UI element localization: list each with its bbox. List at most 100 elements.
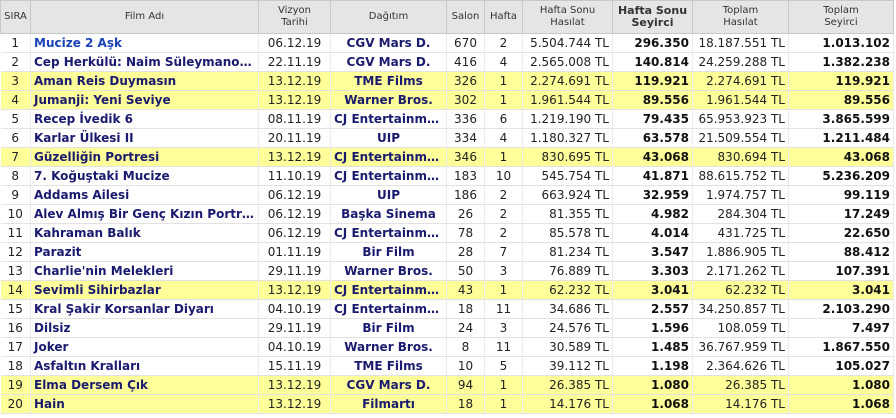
distributor-link[interactable]: CJ Entertainment — [330, 166, 447, 186]
total-admissions-cell: 3.041 — [788, 280, 894, 300]
distributor-link[interactable]: Warner Bros. — [330, 337, 447, 357]
film-title-link[interactable]: Asfaltın Kralları — [30, 356, 259, 376]
total-admissions-cell: 1.013.102 — [788, 33, 894, 53]
total-admissions-cell: 17.249 — [788, 204, 894, 224]
distributor-link[interactable]: Başka Sinema — [330, 204, 447, 224]
distributor-link[interactable]: CJ Entertainment — [330, 109, 447, 129]
header-total-gross[interactable]: Toplam Hasılat — [692, 0, 789, 34]
total-admissions-cell: 89.556 — [788, 90, 894, 110]
film-title-link[interactable]: Sevimli Sihirbazlar — [30, 280, 259, 300]
weekend-gross-cell: 34.686 TL — [522, 299, 613, 319]
film-title-link[interactable]: Mucize 2 Aşk — [30, 33, 259, 53]
distributor-link[interactable]: CJ Entertainment — [330, 280, 447, 300]
release-date-cell: 13.12.19 — [258, 375, 331, 395]
distributor-link[interactable]: Warner Bros. — [330, 261, 447, 281]
header-title[interactable]: Film Adı — [30, 0, 259, 34]
table-row: 4 Jumanji: Yeni Seviye 13.12.19 Warner Bros… — [0, 90, 894, 110]
film-title-link[interactable]: Kral Şakir Korsanlar Diyarı — [30, 299, 259, 319]
table-row: 5 Recep İvedik 6 08.11.19 CJ Entertainment 3… — [0, 109, 894, 129]
distributor-link[interactable]: CJ Entertainment — [330, 147, 447, 167]
weekend-admissions-cell: 2.557 — [612, 299, 693, 319]
total-admissions-cell: 1.867.550 — [788, 337, 894, 357]
film-title-link[interactable]: Alev Almış Bir Genç Kızın Portresi — [30, 204, 259, 224]
header-week[interactable]: Hafta — [484, 0, 523, 34]
week-cell: 1 — [484, 147, 523, 167]
total-gross-cell: 26.385 TL — [692, 375, 789, 395]
film-title-link[interactable]: Parazit — [30, 242, 259, 262]
header-weekend-admissions[interactable]: Hafta Sonu Seyirci — [612, 0, 693, 34]
table-row: 2 Cep Herkülü: Naim Süleymanoğlu 22.11.19 C… — [0, 52, 894, 72]
distributor-link[interactable]: TME Films — [330, 71, 447, 91]
film-title-link[interactable]: 7. Koğuştaki Mucize — [30, 166, 259, 186]
header-distributor[interactable]: Dağıtım — [330, 0, 447, 34]
film-title-link[interactable]: Güzelliğin Portresi — [30, 147, 259, 167]
distributor-link[interactable]: CJ Entertainment — [330, 299, 447, 319]
total-gross-cell: 431.725 TL — [692, 223, 789, 243]
release-date-cell: 15.11.19 — [258, 356, 331, 376]
week-cell: 7 — [484, 242, 523, 262]
total-gross-cell: 1.974.757 TL — [692, 185, 789, 205]
week-cell: 11 — [484, 337, 523, 357]
table-row: 20 Hain 13.12.19 Filmartı 18 1 14.176 TL 1.068 1… — [0, 394, 894, 414]
film-title-link[interactable]: Addams Ailesi — [30, 185, 259, 205]
film-title-link[interactable]: Karlar Ülkesi II — [30, 128, 259, 148]
screens-cell: 186 — [446, 185, 485, 205]
release-date-cell: 29.11.19 — [258, 318, 331, 338]
header-rank[interactable]: SIRA — [0, 0, 31, 34]
weekend-admissions-cell: 4.014 — [612, 223, 693, 243]
distributor-link[interactable]: CGV Mars D. — [330, 52, 447, 72]
film-title-link[interactable]: Kahraman Balık — [30, 223, 259, 243]
film-title-link[interactable]: Charlie'nin Melekleri — [30, 261, 259, 281]
distributor-link[interactable]: CJ Entertainment — [330, 223, 447, 243]
total-gross-cell: 34.250.857 TL — [692, 299, 789, 319]
distributor-link[interactable]: Bir Film — [330, 318, 447, 338]
header-weekend-gross[interactable]: Hafta Sonu Hasılat — [522, 0, 613, 34]
weekend-admissions-cell: 1.080 — [612, 375, 693, 395]
film-title-link[interactable]: Joker — [30, 337, 259, 357]
film-title-link[interactable]: Hain — [30, 394, 259, 414]
weekend-admissions-cell: 4.982 — [612, 204, 693, 224]
weekend-gross-cell: 24.576 TL — [522, 318, 613, 338]
distributor-link[interactable]: Filmartı — [330, 394, 447, 414]
weekend-gross-cell: 81.355 TL — [522, 204, 613, 224]
distributor-link[interactable]: CGV Mars D. — [330, 33, 447, 53]
rank-cell: 13 — [0, 261, 31, 281]
release-date-cell: 13.12.19 — [258, 147, 331, 167]
film-title-link[interactable]: Dilsiz — [30, 318, 259, 338]
weekend-admissions-cell: 119.921 — [612, 71, 693, 91]
table-row: 19 Elma Dersem Çık 13.12.19 CGV Mars D. 94 1 2… — [0, 375, 894, 395]
total-gross-cell: 830.694 TL — [692, 147, 789, 167]
weekend-admissions-cell: 140.814 — [612, 52, 693, 72]
film-title-link[interactable]: Cep Herkülü: Naim Süleymanoğlu — [30, 52, 259, 72]
header-release-date[interactable]: Vizyon Tarihi — [258, 0, 331, 34]
header-screens[interactable]: Salon — [446, 0, 485, 34]
weekend-gross-cell: 830.695 TL — [522, 147, 613, 167]
total-gross-cell: 1.961.544 TL — [692, 90, 789, 110]
total-admissions-cell: 99.119 — [788, 185, 894, 205]
distributor-link[interactable]: Warner Bros. — [330, 90, 447, 110]
distributor-link[interactable]: CGV Mars D. — [330, 375, 447, 395]
weekend-admissions-cell: 41.871 — [612, 166, 693, 186]
release-date-cell: 13.12.19 — [258, 71, 331, 91]
rank-cell: 6 — [0, 128, 31, 148]
total-admissions-cell: 1.068 — [788, 394, 894, 414]
distributor-link[interactable]: TME Films — [330, 356, 447, 376]
header-total-admissions[interactable]: Toplam Seyirci — [788, 0, 894, 34]
week-cell: 1 — [484, 90, 523, 110]
film-title-link[interactable]: Jumanji: Yeni Seviye — [30, 90, 259, 110]
weekend-admissions-cell: 1.068 — [612, 394, 693, 414]
film-title-link[interactable]: Recep İvedik 6 — [30, 109, 259, 129]
total-admissions-cell: 5.236.209 — [788, 166, 894, 186]
week-cell: 11 — [484, 299, 523, 319]
distributor-link[interactable]: UIP — [330, 128, 447, 148]
total-admissions-cell: 119.921 — [788, 71, 894, 91]
film-title-link[interactable]: Elma Dersem Çık — [30, 375, 259, 395]
film-title-link[interactable]: Aman Reis Duymasın — [30, 71, 259, 91]
screens-cell: 94 — [446, 375, 485, 395]
release-date-cell: 11.10.19 — [258, 166, 331, 186]
release-date-cell: 06.12.19 — [258, 33, 331, 53]
distributor-link[interactable]: Bir Film — [330, 242, 447, 262]
table-row: 8 7. Koğuştaki Mucize 11.10.19 CJ Entertain… — [0, 166, 894, 186]
distributor-link[interactable]: UIP — [330, 185, 447, 205]
weekend-admissions-cell: 89.556 — [612, 90, 693, 110]
